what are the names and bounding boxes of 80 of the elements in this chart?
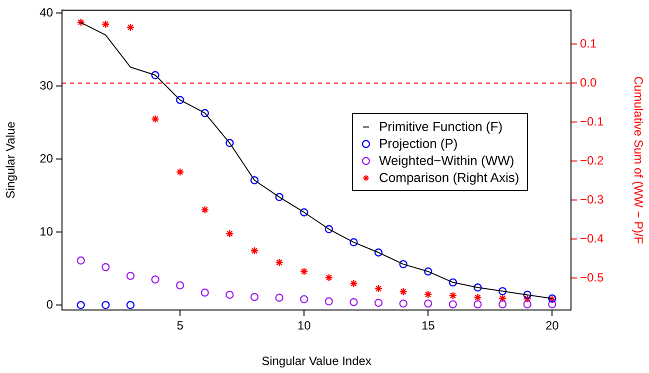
- x-tick-label: 10: [297, 318, 312, 333]
- point: [200, 288, 209, 297]
- point: [226, 290, 234, 299]
- point: [374, 248, 383, 257]
- point: [324, 225, 334, 234]
- point: [126, 23, 135, 32]
- y-tick-label: 10: [40, 224, 54, 238]
- point: [324, 274, 334, 282]
- point: [474, 300, 482, 308]
- legend-label: Projection (P): [379, 135, 458, 152]
- y-tick-label: 20: [40, 151, 54, 166]
- x-tick-label: 15: [421, 318, 436, 333]
- y2-tick-label: 0.1: [580, 36, 598, 50]
- point: [176, 281, 184, 290]
- y2-tick-label: −0.5: [580, 270, 604, 284]
- point: [226, 229, 234, 238]
- point: [448, 291, 458, 300]
- point: [498, 294, 507, 302]
- x-axis-title: Singular Value Index: [262, 354, 372, 368]
- y2-tick-label: 0.0: [580, 75, 598, 90]
- point: [76, 300, 85, 310]
- y-axis-title: Singular Value: [4, 121, 18, 199]
- point: [275, 258, 284, 267]
- point: [76, 256, 85, 265]
- point: [275, 294, 284, 302]
- point: [250, 246, 259, 255]
- point: [350, 238, 358, 246]
- point: [126, 272, 135, 280]
- point: [548, 300, 556, 308]
- legend-label: Comparison (Right Axis): [379, 169, 520, 186]
- point: [200, 206, 209, 214]
- point: [424, 290, 432, 299]
- point: [300, 267, 308, 276]
- point: [448, 278, 458, 287]
- y2-tick-label: −0.4: [580, 231, 604, 246]
- point: [498, 300, 507, 308]
- point: [151, 114, 160, 124]
- point: [275, 192, 284, 202]
- legend-label: Weighted−Within (WW): [379, 152, 514, 169]
- point: [151, 71, 160, 80]
- legend-label: Primitive Function (F): [379, 118, 503, 135]
- y2-axis-title: Cumulative Sum of (WW − P)/F: [631, 76, 646, 244]
- y2-tick-label: −0.3: [580, 192, 604, 206]
- point: [399, 299, 408, 308]
- point: [474, 283, 482, 292]
- point: [176, 96, 184, 104]
- point: [102, 300, 110, 310]
- point: [102, 20, 110, 28]
- point: [300, 208, 308, 216]
- point: [250, 176, 259, 184]
- y2-tick-label: −0.2: [580, 153, 604, 168]
- point: [350, 279, 358, 288]
- y2-tick-label: −0.1: [580, 114, 604, 128]
- point: [424, 299, 432, 308]
- point: [176, 168, 184, 176]
- x-tick-label: 5: [176, 318, 184, 333]
- point: [374, 284, 383, 293]
- point: [374, 298, 383, 307]
- point: [498, 287, 507, 296]
- point: [250, 292, 259, 302]
- point: [324, 297, 334, 306]
- point: [424, 267, 432, 276]
- point: [350, 298, 358, 306]
- point: [76, 18, 85, 26]
- point: [126, 300, 135, 310]
- point: [200, 109, 209, 118]
- point: [151, 275, 160, 284]
- y-tick-label: 40: [40, 5, 54, 20]
- point: [523, 290, 532, 299]
- point: [102, 262, 110, 272]
- y-tick-label: 30: [40, 78, 54, 92]
- point: [523, 300, 532, 308]
- x-tick-label: 20: [545, 318, 560, 333]
- point: [399, 288, 408, 296]
- y-tick-label: 0: [46, 297, 54, 312]
- point: [448, 300, 458, 308]
- point: [523, 294, 532, 303]
- point: [399, 260, 408, 268]
- point: [300, 295, 308, 304]
- point: [226, 138, 234, 148]
